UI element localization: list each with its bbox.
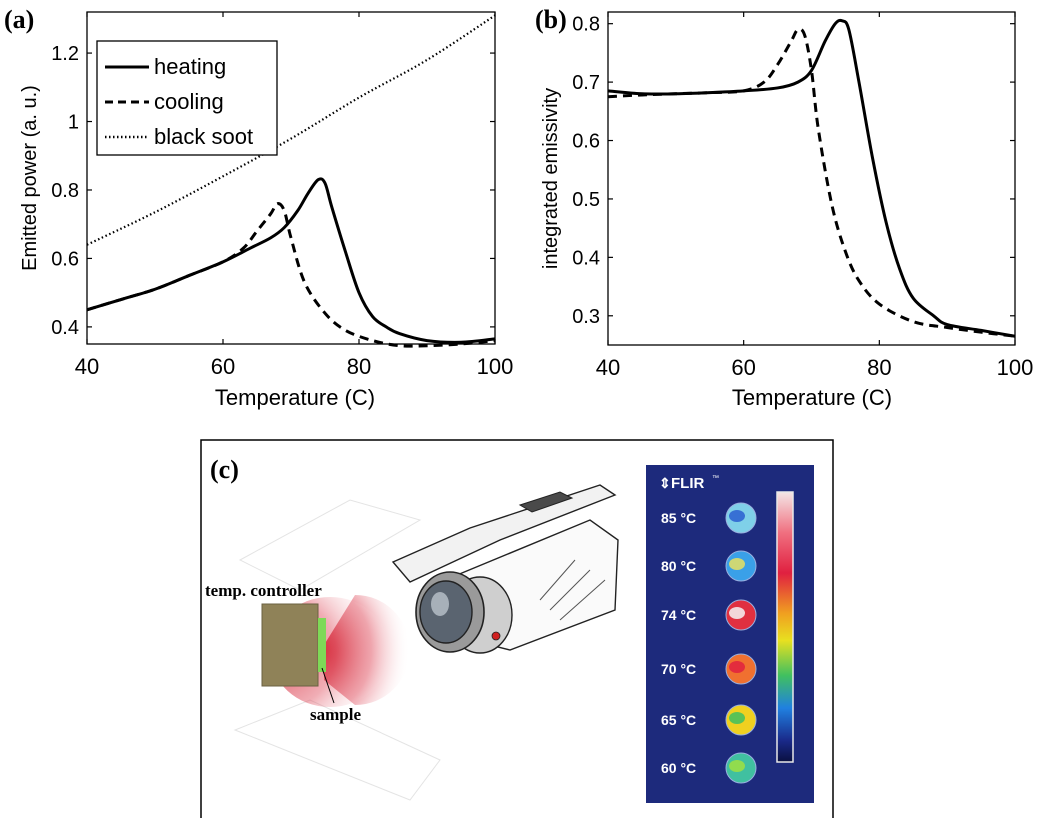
y-tick-label: 1 [68, 112, 79, 134]
thermal-sample-hotspot [729, 760, 745, 772]
flir-brand-text: FLIR [671, 475, 704, 492]
x-tick-label: 40 [75, 354, 99, 379]
flir-trademark: ™ [712, 475, 719, 482]
y-tick-label: 1.2 [51, 43, 79, 65]
y-tick-label: 0.4 [51, 317, 79, 339]
thermal-sample-hotspot [729, 558, 745, 570]
thermal-sample-hotspot [729, 510, 745, 522]
x-tick-label: 60 [731, 355, 755, 380]
thermal-sample-hotspot [729, 661, 745, 673]
panel-b-chart: (b) integrated emissivity Temperature (C… [535, 5, 1033, 410]
panel-c-label: (c) [210, 455, 239, 484]
x-tick-label: 80 [867, 355, 891, 380]
thermal-reading-label: 65 °C [661, 712, 696, 728]
y-tick-label: 0.5 [572, 189, 600, 211]
panel-b-x-axis-label: Temperature (C) [732, 385, 892, 410]
x-tick-label: 100 [997, 355, 1034, 380]
legend-cooling-label: cooling [154, 89, 224, 114]
camera-indicator-light [492, 632, 500, 640]
thermal-reading-label: 80 °C [661, 558, 696, 574]
x-tick-label: 100 [477, 354, 514, 379]
thermal-color-scale [777, 492, 793, 762]
panel-b-y-axis-label: integrated emissivity [540, 88, 562, 269]
legend-soot-label: black soot [154, 124, 253, 149]
temp-controller-label: temp. controller [205, 581, 322, 600]
temp-controller-block [262, 604, 318, 686]
thermal-sample-hotspot [729, 712, 745, 724]
y-tick-label: 0.7 [572, 72, 600, 94]
thermal-reading-label: 74 °C [661, 607, 696, 623]
thermal-reading-label: 85 °C [661, 510, 696, 526]
series-line-dashed [608, 29, 1015, 336]
panel-b-ticks: 40 60 80 100 0.3 0.4 0.5 0.6 0.7 0.8 [572, 12, 1033, 380]
x-tick-label: 60 [211, 354, 235, 379]
panel-b-label: (b) [535, 5, 567, 34]
y-tick-label: 0.3 [572, 306, 600, 328]
panel-a-x-axis-label: Temperature (C) [215, 385, 375, 410]
y-tick-label: 0.6 [51, 248, 79, 270]
x-tick-label: 80 [347, 354, 371, 379]
panel-c-illustration: (c) temp. controller sample [201, 440, 833, 818]
panel-a-legend: heating cooling black soot [97, 41, 277, 155]
panel-a-label: (a) [4, 5, 34, 34]
series-line-solid [608, 20, 1015, 336]
y-tick-label: 0.6 [572, 131, 600, 153]
thermal-reading-label: 60 °C [661, 760, 696, 776]
legend-heating-label: heating [154, 54, 226, 79]
flir-logo-icon: ⇕ [659, 475, 671, 491]
x-tick-label: 40 [596, 355, 620, 380]
thermal-reading-label: 70 °C [661, 661, 696, 677]
series-line-dashed [87, 204, 495, 347]
thermal-sample-hotspot [729, 607, 745, 619]
sample-strip [318, 618, 326, 672]
lens-highlight [431, 592, 449, 616]
panel-a-y-axis-label: Emitted power (a. u.) [19, 85, 41, 271]
series-line-solid [87, 179, 495, 343]
panel-b-series [608, 20, 1015, 336]
panel-a-chart: (a) Emitted power (a. u.) Temperature (C… [4, 5, 513, 410]
y-tick-label: 0.8 [572, 14, 600, 36]
y-tick-label: 0.4 [572, 247, 600, 269]
y-tick-label: 0.8 [51, 180, 79, 202]
sample-label: sample [310, 705, 361, 724]
